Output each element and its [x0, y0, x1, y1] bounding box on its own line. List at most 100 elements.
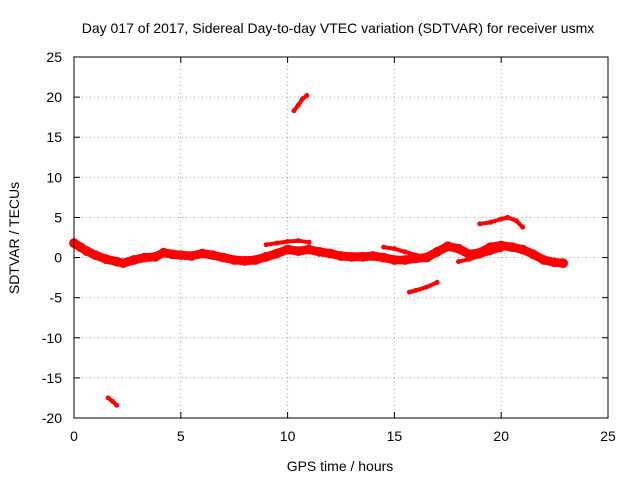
data-point: [293, 246, 304, 256]
data-point: [229, 255, 240, 265]
x-tick-label: 15: [387, 428, 403, 444]
data-point: [488, 219, 493, 225]
data-point: [300, 96, 306, 102]
data-point: [528, 249, 539, 260]
data-point: [477, 221, 483, 227]
y-axis-label: SDTVAR / TECUs: [6, 182, 22, 294]
data-point: [101, 254, 111, 265]
series-band: [407, 280, 440, 295]
data-point: [261, 251, 272, 262]
data-point: [118, 258, 128, 269]
data-point: [105, 395, 111, 401]
data-point: [150, 251, 161, 262]
data-point: [466, 256, 472, 262]
x-tick-label: 5: [177, 428, 185, 444]
y-tick-label: -20: [42, 410, 62, 426]
chart-title: Day 017 of 2017, Sidereal Day-to-day VTE…: [82, 20, 595, 36]
data-point: [498, 216, 504, 222]
series-negative-arc: [406, 279, 440, 295]
data-point: [306, 239, 312, 245]
x-tick-label: 0: [70, 428, 78, 444]
data-point: [485, 242, 496, 253]
y-tick-label: -10: [42, 330, 62, 346]
data-point: [295, 102, 301, 108]
x-tick-label: 10: [280, 428, 296, 444]
data-point: [453, 243, 464, 254]
series-late-arc: [456, 247, 504, 265]
data-point: [336, 251, 346, 261]
y-tick-label: -15: [42, 370, 62, 386]
data-point: [549, 257, 560, 268]
data-point: [304, 93, 310, 98]
data-point: [442, 241, 453, 252]
data-point: [81, 246, 92, 256]
data-point: [488, 250, 493, 256]
plot-frame: [73, 56, 609, 419]
data-point: [413, 252, 419, 258]
data-point: [432, 247, 442, 257]
data-point: [114, 402, 120, 408]
series-low-arc: [105, 395, 120, 408]
data-point: [218, 252, 229, 263]
data-point: [423, 284, 429, 290]
y-tick-label: -5: [50, 290, 63, 306]
data-point: [496, 240, 507, 251]
data-point: [539, 255, 549, 265]
data-point: [558, 258, 568, 269]
data-point: [391, 246, 397, 252]
y-tick-label: 25: [46, 49, 62, 65]
x-tick-label: 25: [600, 428, 616, 444]
data-point: [175, 250, 186, 260]
data-point: [139, 252, 150, 263]
data-point: [109, 398, 115, 404]
data-point: [357, 251, 368, 262]
data-point: [291, 108, 297, 114]
data-point: [128, 255, 139, 265]
data-point: [413, 287, 419, 293]
data-point: [325, 248, 336, 259]
data-point: [272, 248, 282, 259]
data-point: [507, 242, 517, 253]
data-point: [520, 224, 526, 230]
axis-ticks: 0 5 10 15 20 25 -20 -15 -10 -5 0 5 10 15 20 25: [42, 49, 616, 444]
data-point: [282, 244, 293, 255]
data-point: [406, 289, 412, 295]
data-point: [378, 252, 389, 263]
data-point: [505, 214, 511, 220]
y-tick-label: 5: [54, 209, 62, 225]
data-point: [434, 279, 440, 285]
data-point: [285, 239, 291, 244]
data-point: [158, 247, 169, 258]
data-point: [90, 250, 101, 260]
series-high-arc: [291, 93, 310, 114]
y-tick-label: 15: [46, 129, 62, 145]
data-point: [423, 255, 429, 261]
data-point: [263, 242, 269, 248]
data-point: [250, 255, 261, 265]
series-upper-arc: [263, 238, 312, 248]
data-point: [513, 218, 519, 224]
data-point: [381, 244, 387, 250]
series-main-band: [69, 238, 568, 269]
x-axis-label: GPS time / hours: [287, 458, 394, 474]
data-point: [402, 249, 408, 255]
data-point: [186, 251, 197, 261]
data-point: [400, 255, 410, 265]
series-mid-arc: [381, 244, 429, 261]
data-point: [346, 251, 357, 262]
y-tick-label: 10: [46, 169, 62, 185]
data-point: [498, 247, 504, 252]
data-point: [314, 247, 325, 257]
data-series: [69, 93, 568, 408]
data-point: [389, 255, 400, 265]
data-point: [517, 244, 528, 255]
data-point: [477, 253, 483, 259]
data-point: [197, 248, 208, 259]
data-point: [274, 240, 280, 246]
data-point: [240, 255, 250, 266]
x-tick-label: 20: [493, 428, 509, 444]
y-tick-label: 20: [46, 89, 62, 105]
data-point: [456, 259, 461, 265]
